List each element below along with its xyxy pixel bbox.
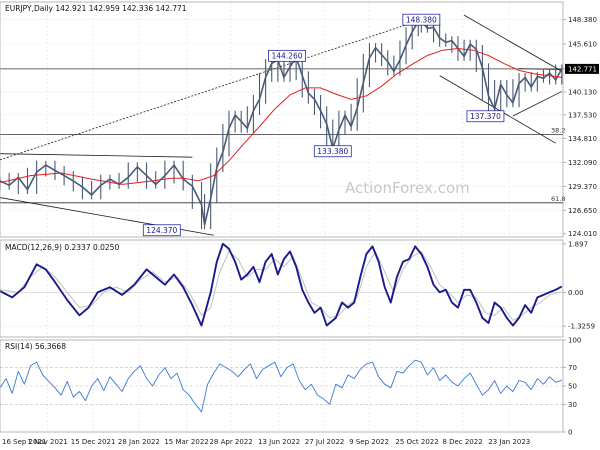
rsi-ytick-label-1: 70 bbox=[568, 364, 577, 372]
fib-61-8-line-label: 61.8 bbox=[551, 195, 565, 203]
moving-average-line bbox=[0, 47, 562, 185]
macd-signal-line bbox=[0, 250, 562, 322]
x-tick-label-0: 16 Sep 2021 bbox=[2, 438, 46, 446]
rsi-line bbox=[0, 359, 562, 413]
macd-panel-title: MACD(12,26,9) 0.2337 0.0250 bbox=[5, 243, 119, 252]
panel-borders bbox=[0, 1, 564, 433]
price-line bbox=[0, 19, 563, 226]
price-ytick-label-0: 148.380 bbox=[568, 16, 597, 24]
macd-ytick-label-0: 1.897 bbox=[568, 240, 588, 248]
price-ytick-label-7: 129.370 bbox=[568, 183, 597, 191]
macd-ytick-label-2: -1.3259 bbox=[568, 323, 595, 331]
x-tick-label-6: 13 Jun 2022 bbox=[258, 438, 300, 446]
x-tick-label-2: 15 Dec 2021 bbox=[71, 438, 116, 446]
grid-layer bbox=[0, 2, 563, 432]
early-channel-top bbox=[0, 153, 193, 158]
label-148-380: 148.380 bbox=[406, 15, 437, 24]
price-ytick-label-6: 132.090 bbox=[568, 159, 597, 167]
long-dotted-resistance bbox=[0, 17, 428, 161]
fib-38-2-line-label: 38.2 bbox=[551, 126, 565, 134]
price-ytick-label-8: 126.650 bbox=[568, 207, 597, 215]
label-137-370: 137.370 bbox=[470, 112, 501, 121]
macd-panel: 1.897 0.00 -1.3259 bbox=[0, 240, 595, 331]
price-ytick-label-5: 134.810 bbox=[568, 135, 597, 143]
triangle-top bbox=[519, 68, 562, 70]
current-price-label: 142.771 bbox=[568, 65, 597, 73]
price-ytick-label-1: 145.610 bbox=[568, 41, 597, 49]
x-tick-label-11: 23 Jan 2023 bbox=[488, 438, 530, 446]
price-bars bbox=[0, 16, 563, 230]
macd-panel-frame bbox=[0, 239, 564, 338]
x-tick-label-7: 27 Jul 2022 bbox=[305, 438, 345, 446]
rsi-panel: 100 70 50 30 0 bbox=[0, 337, 581, 437]
current-price-box bbox=[565, 63, 599, 74]
rsi-ytick-label-3: 30 bbox=[568, 401, 577, 409]
watermark-text: ActionForex.com bbox=[345, 179, 470, 197]
x-tick-label-10: 8 Dec 2022 bbox=[442, 438, 482, 446]
label-144-260: 144.260 bbox=[271, 52, 302, 61]
macd-line bbox=[0, 242, 563, 327]
x-tick-label-1: 1 Nov 2021 bbox=[27, 438, 67, 446]
price-panel-title: EURJPY,Daily 142.921 142.959 142.336 142… bbox=[5, 4, 187, 13]
x-tick-label-5: 28 Apr 2022 bbox=[209, 438, 252, 446]
label-148-380-box bbox=[402, 13, 441, 26]
label-133-380-box bbox=[313, 145, 352, 158]
label-124-370-box bbox=[142, 224, 181, 237]
label-144-260-box bbox=[268, 49, 306, 62]
price-ytick-label-3: 140.130 bbox=[568, 89, 597, 97]
rsi-ytick-label-4: 0 bbox=[568, 429, 572, 437]
rsi-ytick-label-2: 50 bbox=[568, 383, 577, 391]
price-panel: 148.380 145.610 142.771 140.130 137.530 134.8… bbox=[0, 13, 599, 238]
x-tick-label-3: 28 Jan 2022 bbox=[118, 438, 160, 446]
x-tick-label-9: 25 Oct 2022 bbox=[395, 438, 438, 446]
rsi-panel-frame bbox=[0, 339, 564, 433]
price-panel-frame bbox=[0, 1, 564, 238]
triangle-bottom bbox=[512, 91, 562, 117]
label-137-370-box bbox=[466, 110, 505, 123]
price-ytick-label-9: 124.010 bbox=[568, 230, 597, 238]
upper-falling-channel bbox=[463, 14, 562, 72]
rsi-ytick-label-0: 100 bbox=[568, 337, 581, 345]
x-tick-label-4: 15 Mar 2022 bbox=[164, 438, 208, 446]
lower-falling-channel bbox=[439, 75, 556, 144]
rsi-panel-title: RSI(14) 56.3668 bbox=[5, 342, 66, 351]
macd-ytick-label-1: 0.00 bbox=[568, 289, 584, 297]
price-ytick-label-4: 137.530 bbox=[568, 111, 597, 119]
x-tick-label-8: 9 Sep 2022 bbox=[349, 438, 389, 446]
label-133-380: 133.380 bbox=[317, 147, 348, 156]
label-124-370: 124.370 bbox=[146, 226, 177, 235]
